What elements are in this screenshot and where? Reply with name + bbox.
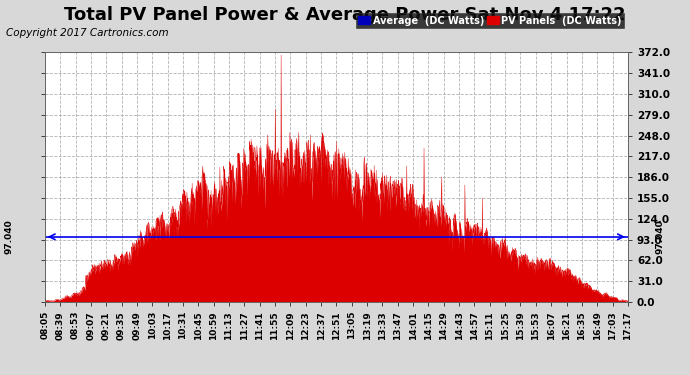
Text: Total PV Panel Power & Average Power Sat Nov 4 17:22: Total PV Panel Power & Average Power Sat… — [64, 6, 626, 24]
Text: 97.040: 97.040 — [656, 219, 664, 254]
Text: 97.040: 97.040 — [4, 219, 13, 254]
Text: Copyright 2017 Cartronics.com: Copyright 2017 Cartronics.com — [6, 28, 168, 38]
Legend: Average  (DC Watts), PV Panels  (DC Watts): Average (DC Watts), PV Panels (DC Watts) — [355, 13, 624, 28]
